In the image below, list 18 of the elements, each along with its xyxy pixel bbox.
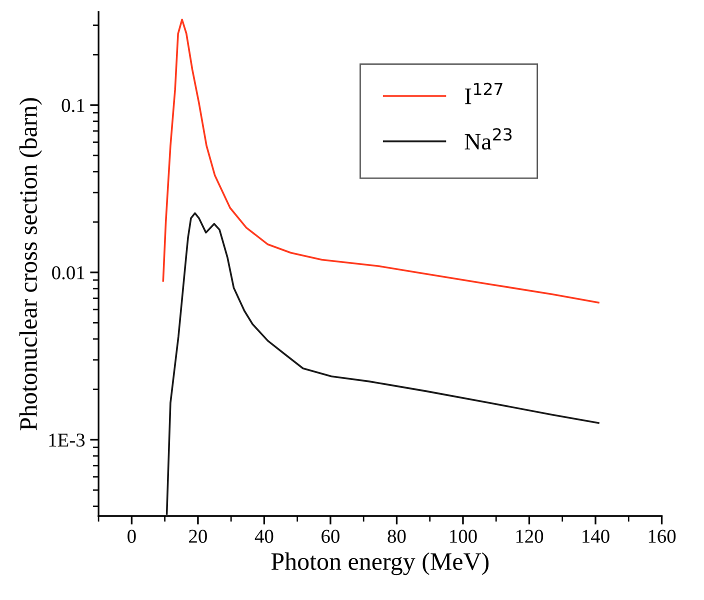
line-series	[166, 212, 600, 515]
y-axis-title: Photonuclear cross section (barn)	[19, 98, 42, 430]
x-tick-label: 40	[254, 530, 274, 543]
x-tick-label: 60	[322, 530, 340, 543]
line-series	[162, 18, 600, 304]
y-tick-label: 1E-3	[49, 434, 85, 447]
x-tick-label: 80	[388, 530, 406, 543]
x-tick-label: 20	[189, 530, 207, 543]
y-tick-label: 0.01	[52, 266, 84, 280]
x-tick-label: 140	[582, 530, 610, 543]
x-axis-title: Photon energy (MeV)	[271, 552, 489, 576]
legend-label: I$^{127}$	[464, 82, 502, 104]
x-tick-label: 100	[450, 530, 477, 543]
legend-label: Na$^{23}$	[464, 128, 512, 150]
x-tick-label: 120	[516, 530, 544, 543]
x-tick-label: 160	[648, 530, 676, 543]
x-tick-label: 0	[128, 530, 136, 543]
y-tick-label: 0.1	[62, 98, 84, 112]
